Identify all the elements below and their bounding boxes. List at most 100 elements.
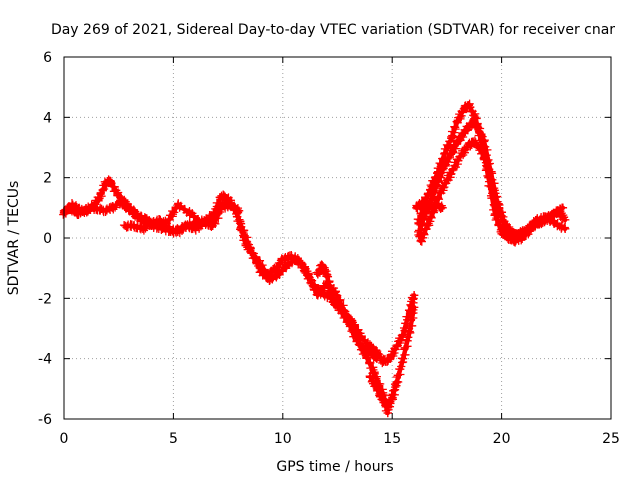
- data-point: [497, 227, 506, 237]
- data-point: [379, 396, 388, 406]
- x-tick-label: 5: [169, 431, 178, 447]
- data-point: [208, 221, 217, 231]
- y-tick-label: -2: [38, 291, 52, 307]
- data-point: [313, 291, 322, 300]
- data-point: [460, 128, 469, 137]
- data-point: [322, 270, 331, 279]
- data-point: [296, 257, 305, 267]
- data-point: [86, 203, 95, 212]
- data-point: [532, 215, 541, 225]
- data-point: [388, 393, 397, 403]
- data-point: [560, 215, 570, 225]
- data-point: [398, 354, 408, 363]
- data-point: [436, 188, 445, 197]
- data-point: [471, 113, 480, 122]
- data-point: [392, 342, 401, 351]
- data-point: [392, 378, 401, 387]
- data-point: [501, 221, 511, 231]
- data-point: [348, 318, 357, 327]
- data-point: [462, 143, 471, 152]
- y-tick-label: 2: [43, 171, 52, 187]
- data-point: [464, 101, 473, 110]
- data-series-sat-d: [312, 260, 419, 368]
- data-point: [263, 270, 272, 279]
- data-point: [453, 137, 462, 146]
- x-axis-label: GPS time / hours: [276, 459, 393, 475]
- data-point: [68, 200, 77, 209]
- data-point: [508, 230, 517, 240]
- data-point: [272, 264, 281, 273]
- data-point: [241, 239, 250, 249]
- data-point: [156, 215, 165, 225]
- data-point: [278, 254, 287, 264]
- data-point: [304, 273, 314, 282]
- data-point: [488, 185, 497, 194]
- data-point: [385, 354, 395, 363]
- series-markers: [59, 175, 382, 363]
- data-point: [366, 342, 375, 351]
- data-point: [440, 161, 449, 170]
- y-tick-label: 0: [43, 231, 52, 247]
- data-point: [449, 164, 458, 173]
- data-point: [409, 303, 419, 312]
- chart-title: Day 269 of 2021, Sidereal Day-to-day VTE…: [51, 22, 615, 38]
- data-point: [460, 104, 469, 113]
- data-point: [331, 300, 340, 309]
- x-ticks: 0 5 10 15 20 25: [60, 57, 620, 447]
- data-point: [560, 224, 570, 234]
- data-point: [379, 357, 388, 366]
- data-point: [523, 224, 533, 234]
- data-point: [479, 137, 489, 146]
- data-point: [466, 119, 476, 128]
- data-point: [339, 309, 349, 318]
- data-point: [549, 218, 559, 228]
- data-point: [326, 288, 336, 297]
- x-tick-label: 20: [493, 431, 511, 447]
- data-point: [412, 203, 421, 212]
- grid: [64, 57, 611, 419]
- data-point: [199, 218, 209, 228]
- data-point: [173, 227, 182, 237]
- data-point: [191, 224, 200, 234]
- data-point: [558, 203, 568, 212]
- data-point: [107, 203, 117, 212]
- y-axis-label: SDTVAR / TECUs: [6, 181, 22, 296]
- data-point: [473, 122, 482, 131]
- data-point: [105, 176, 115, 185]
- data-series-sat-i: [412, 197, 447, 214]
- data-point: [318, 260, 327, 270]
- data-point: [431, 200, 441, 209]
- data-point: [442, 176, 452, 185]
- series-group: [59, 99, 570, 418]
- data-point: [94, 194, 104, 203]
- data-point: [129, 221, 139, 231]
- data-point: [372, 384, 382, 393]
- data-point: [217, 191, 226, 200]
- data-series-sat-b: [59, 175, 382, 363]
- data-point: [77, 206, 86, 215]
- data-point: [123, 200, 132, 209]
- x-tick-label: 25: [602, 431, 620, 447]
- data-point: [447, 149, 456, 158]
- data-point: [425, 203, 434, 212]
- data-point: [541, 212, 550, 222]
- y-tick-label: 6: [43, 50, 52, 66]
- data-point: [132, 209, 141, 219]
- data-point: [99, 206, 108, 215]
- y-ticks: -6 -4 -2 0 2 4 6: [38, 50, 611, 428]
- data-point: [453, 116, 462, 125]
- data-point: [416, 236, 425, 246]
- data-point: [366, 372, 375, 381]
- data-series-sat-h: [416, 136, 570, 246]
- data-point: [372, 348, 382, 357]
- data-point: [420, 209, 430, 219]
- x-tick-label: 0: [60, 431, 69, 447]
- data-point: [217, 203, 226, 212]
- data-point: [398, 330, 408, 339]
- x-tick-label: 15: [383, 431, 401, 447]
- data-point: [226, 200, 235, 209]
- data-point: [405, 327, 414, 336]
- data-point: [186, 209, 196, 219]
- data-point: [287, 251, 296, 261]
